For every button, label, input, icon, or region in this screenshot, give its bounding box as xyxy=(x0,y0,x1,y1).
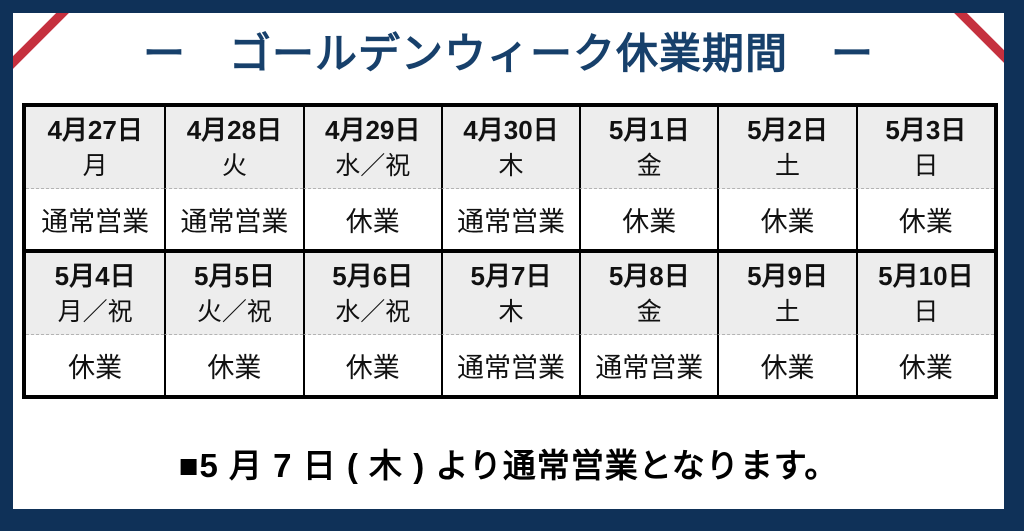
day-header-cell: 5月7日 木 xyxy=(440,249,580,335)
day-header-cell: 4月27日 月 xyxy=(26,107,165,189)
day-header-cell: 5月10日 日 xyxy=(855,249,994,335)
day-header-cell: 5月9日 土 xyxy=(717,249,856,335)
day-header-cell: 5月4日 月／祝 xyxy=(26,249,165,335)
page-title: ー ゴールデンウィーク休業期間 ー xyxy=(142,30,874,77)
weekday-label: 金 xyxy=(636,151,662,180)
holiday-schedule-table: 4月27日 月 4月28日 火 4月29日 水／祝 4月30日 木 5月1日 金… xyxy=(22,103,998,399)
weekday-label: 水／祝 xyxy=(335,151,411,180)
status-label: 通常営業 xyxy=(456,206,565,237)
status-cell: 休業 xyxy=(26,335,164,395)
date-label: 5月4日 xyxy=(54,260,136,291)
weekday-label: 月／祝 xyxy=(57,297,133,326)
weekday-label: 火／祝 xyxy=(196,297,272,326)
weekday-label: 金 xyxy=(636,297,662,326)
day-header-cell: 5月2日 土 xyxy=(717,107,856,189)
date-label: 5月9日 xyxy=(747,260,829,291)
weekday-label: 木 xyxy=(498,151,524,180)
status-label: 通常営業 xyxy=(180,206,289,237)
status-cell: 休業 xyxy=(302,189,441,249)
date-label: 5月8日 xyxy=(608,260,690,291)
status-label: 休業 xyxy=(207,352,262,383)
status-label: 通常営業 xyxy=(41,206,150,237)
status-label: 休業 xyxy=(622,206,677,237)
status-cell: 休業 xyxy=(717,335,855,395)
date-label: 5月6日 xyxy=(332,260,414,291)
weekday-label: 水／祝 xyxy=(335,297,411,326)
date-label: 5月7日 xyxy=(470,260,552,291)
status-cell: 通常営業 xyxy=(164,189,302,249)
status-cell: 休業 xyxy=(855,335,994,395)
status-label: 休業 xyxy=(345,206,400,237)
status-cell: 通常営業 xyxy=(440,189,579,249)
status-cell: 通常営業 xyxy=(440,335,579,395)
day-header-cell: 4月28日 火 xyxy=(164,107,303,189)
status-cell: 休業 xyxy=(164,335,302,395)
status-cell: 休業 xyxy=(717,189,855,249)
weekday-label: 月 xyxy=(82,151,108,180)
date-label: 5月3日 xyxy=(885,114,967,145)
status-label: 休業 xyxy=(68,352,123,383)
date-label: 5月2日 xyxy=(747,114,829,145)
day-header-cell: 5月8日 金 xyxy=(579,249,718,335)
date-label: 5月5日 xyxy=(193,260,275,291)
status-label: 通常営業 xyxy=(456,352,565,383)
poster-content-area: ー ゴールデンウィーク休業期間 ー 4月27日 月 4月28日 火 4月29日 … xyxy=(13,13,1004,509)
date-label: 4月30日 xyxy=(463,114,559,145)
status-label: 休業 xyxy=(760,206,815,237)
date-label: 5月1日 xyxy=(608,114,690,145)
status-cell: 通常営業 xyxy=(579,335,717,395)
weekday-label: 木 xyxy=(498,297,524,326)
status-label: 休業 xyxy=(345,352,400,383)
weekday-label: 火 xyxy=(221,151,247,180)
day-header-cell: 4月30日 木 xyxy=(440,107,580,189)
weekday-label: 日 xyxy=(913,151,939,180)
day-header-cell: 5月1日 金 xyxy=(579,107,718,189)
weekday-label: 土 xyxy=(775,297,801,326)
footer-note: ■5 月 7 日 ( 木 ) より通常営業となります。 xyxy=(178,447,839,484)
date-label: 4月29日 xyxy=(325,114,421,145)
status-cell: 休業 xyxy=(855,189,994,249)
status-cell: 休業 xyxy=(302,335,441,395)
weekday-label: 土 xyxy=(775,151,801,180)
weekday-label: 日 xyxy=(913,297,939,326)
status-cell: 通常営業 xyxy=(26,189,164,249)
date-label: 5月10日 xyxy=(878,260,974,291)
day-header-cell: 5月3日 日 xyxy=(855,107,994,189)
status-cell: 休業 xyxy=(579,189,717,249)
day-header-cell: 4月29日 水／祝 xyxy=(302,107,441,189)
status-label: 通常営業 xyxy=(595,352,704,383)
day-header-cell: 5月5日 火／祝 xyxy=(164,249,303,335)
date-label: 4月27日 xyxy=(47,114,143,145)
status-label: 休業 xyxy=(760,352,815,383)
day-header-cell: 5月6日 水／祝 xyxy=(302,249,441,335)
status-label: 休業 xyxy=(898,206,953,237)
status-label: 休業 xyxy=(898,352,953,383)
date-label: 4月28日 xyxy=(186,114,283,145)
